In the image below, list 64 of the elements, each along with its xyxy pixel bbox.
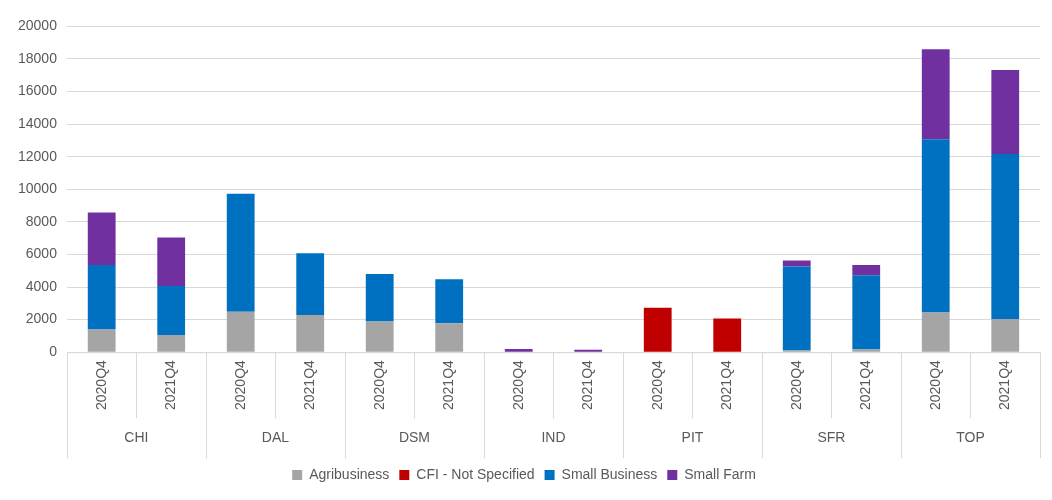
bar (226, 311, 255, 352)
x-tick-label: 2021Q4 (579, 359, 596, 411)
x-tick-label: 2021Q4 (718, 359, 735, 411)
bar (226, 193, 255, 312)
y-tick-label: 10000 (17, 180, 58, 197)
x-tick-label: 2021Q4 (857, 359, 874, 411)
bar (852, 265, 881, 276)
legend-label: Small Farm (684, 465, 756, 482)
legend-label: Agribusiness (309, 465, 390, 482)
x-tick-label: 2020Q4 (92, 359, 109, 411)
text: PIT (681, 428, 704, 445)
legend-label: CFI - Not Specified (416, 465, 535, 482)
bar (991, 69, 1020, 154)
bar (296, 253, 325, 315)
bar (365, 273, 394, 322)
bar (991, 319, 1020, 352)
text: CHI (124, 428, 149, 445)
y-tick-label: 16000 (17, 82, 58, 99)
x-tick-label: 2021Q4 (996, 359, 1013, 411)
x-tick-label: 2020Q4 (509, 359, 526, 411)
text: DSM (398, 428, 431, 445)
bar (852, 275, 881, 350)
x-tick-label: 2021Q4 (301, 359, 318, 411)
y-tick-label: 14000 (17, 114, 58, 131)
bar (921, 312, 950, 352)
x-tick-label: 2021Q4 (440, 359, 457, 411)
text: DAL (261, 428, 290, 445)
text: TOP (956, 428, 985, 445)
bar (921, 49, 950, 140)
bar (643, 307, 672, 352)
legend-label: Small Business (561, 465, 658, 482)
bar (296, 314, 325, 352)
bar (435, 323, 464, 352)
x-tick-label: 2020Q4 (370, 359, 387, 411)
text: SFR (817, 428, 846, 445)
y-tick-label: 20000 (17, 17, 58, 34)
text: IND (541, 428, 566, 445)
bar (991, 153, 1020, 320)
y-tick-label: 8000 (25, 212, 58, 229)
bar (87, 265, 116, 330)
bar (87, 212, 116, 266)
y-tick-label: 2000 (25, 310, 58, 327)
bar (852, 349, 881, 352)
bar (713, 318, 742, 352)
bar (435, 279, 464, 324)
bar (782, 260, 811, 267)
y-tick-label: 12000 (17, 147, 58, 164)
x-tick-label: 2020Q4 (231, 359, 248, 411)
bar (504, 348, 533, 352)
bar (87, 329, 116, 352)
bar (921, 139, 950, 313)
y-tick-label: 0 (49, 343, 58, 360)
x-tick-label: 2020Q4 (648, 359, 665, 411)
bar (157, 285, 186, 336)
y-tick-label: 4000 (25, 277, 58, 294)
x-tick-label: 2020Q4 (926, 359, 943, 411)
x-tick-label: 2020Q4 (787, 359, 804, 411)
y-tick-label: 6000 (25, 245, 58, 262)
y-tick-label: 18000 (17, 49, 58, 66)
bar (782, 266, 811, 351)
bar (157, 237, 186, 286)
x-tick-label: 2021Q4 (162, 359, 179, 411)
bar (157, 335, 186, 352)
bar (365, 321, 394, 352)
